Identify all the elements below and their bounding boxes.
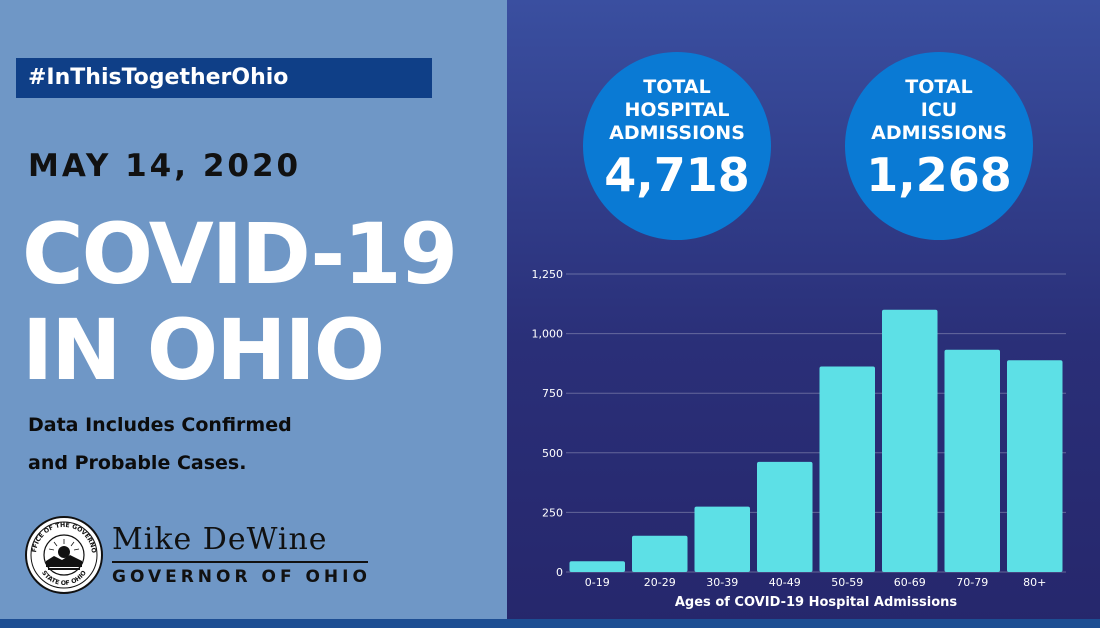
bar-50-59 <box>819 366 875 572</box>
report-date: MAY 14, 2020 <box>28 148 302 184</box>
x-tick-label: 30-39 <box>706 576 738 589</box>
chart-y-ticks: 0 250 500 750 1,000 1,250 <box>532 268 564 579</box>
x-tick-label: 40-49 <box>769 576 801 589</box>
hospital-admissions-label-3: ADMISSIONS <box>609 122 745 144</box>
admissions-by-age-chart: 0 250 500 750 1,000 1,250 0-19 20-29 30-39 40-49… <box>532 268 1066 610</box>
x-tick-label: 50-59 <box>831 576 863 589</box>
x-tick-label: 70-79 <box>956 576 988 589</box>
hospital-admissions-label-2: HOSPITAL <box>624 99 730 121</box>
title-line-2: IN OHIO <box>22 301 385 399</box>
title-line-1: COVID-19 <box>22 205 458 303</box>
bar-80+ <box>1007 360 1063 572</box>
y-tick-label: 750 <box>542 387 563 400</box>
icu-admissions-label-3: ADMISSIONS <box>871 122 1007 144</box>
icu-admissions-label-1: TOTAL <box>905 76 973 98</box>
y-tick-label: 1,250 <box>532 268 564 281</box>
y-tick-label: 250 <box>542 506 563 519</box>
governor-divider <box>112 561 368 563</box>
y-tick-label: 500 <box>542 447 563 460</box>
hospital-admissions-circle: TOTAL HOSPITAL ADMISSIONS 4,718 <box>583 52 771 240</box>
x-tick-label: 60-69 <box>894 576 926 589</box>
x-tick-label: 80+ <box>1023 576 1046 589</box>
bar-30-39 <box>694 506 750 572</box>
bar-20-29 <box>632 535 688 572</box>
x-tick-label: 0-19 <box>585 576 610 589</box>
icu-admissions-value: 1,268 <box>866 148 1012 202</box>
y-tick-label: 0 <box>556 566 563 579</box>
subtitle-line-1: Data Includes Confirmed <box>28 414 292 436</box>
bar-70-79 <box>944 349 1000 572</box>
hospital-admissions-value: 4,718 <box>604 148 750 202</box>
y-tick-label: 1,000 <box>532 328 564 341</box>
chart-bars <box>569 309 1063 572</box>
subtitle-line-2: and Probable Cases. <box>28 452 247 474</box>
hospital-admissions-label-1: TOTAL <box>643 76 711 98</box>
bar-0-19 <box>569 561 625 572</box>
bottom-bar <box>0 619 1100 628</box>
governor-name: Mike DeWine <box>112 522 328 557</box>
chart-x-ticks: 0-19 20-29 30-39 40-49 50-59 60-69 70-79 80+ <box>585 576 1047 589</box>
icu-admissions-circle: TOTAL ICU ADMISSIONS 1,268 <box>845 52 1033 240</box>
bar-40-49 <box>757 461 813 572</box>
governor-seal-icon: OFFICE OF THE GOVERNOR STATE OF OHIO <box>24 515 103 594</box>
x-axis-label: Ages of COVID-19 Hospital Admissions <box>675 595 958 610</box>
governor-title: GOVERNOR OF OHIO <box>112 567 371 587</box>
hashtag-banner: #InThisTogetherOhio <box>16 58 432 98</box>
bar-60-69 <box>882 309 938 572</box>
x-tick-label: 20-29 <box>644 576 676 589</box>
icu-admissions-label-2: ICU <box>920 99 958 121</box>
